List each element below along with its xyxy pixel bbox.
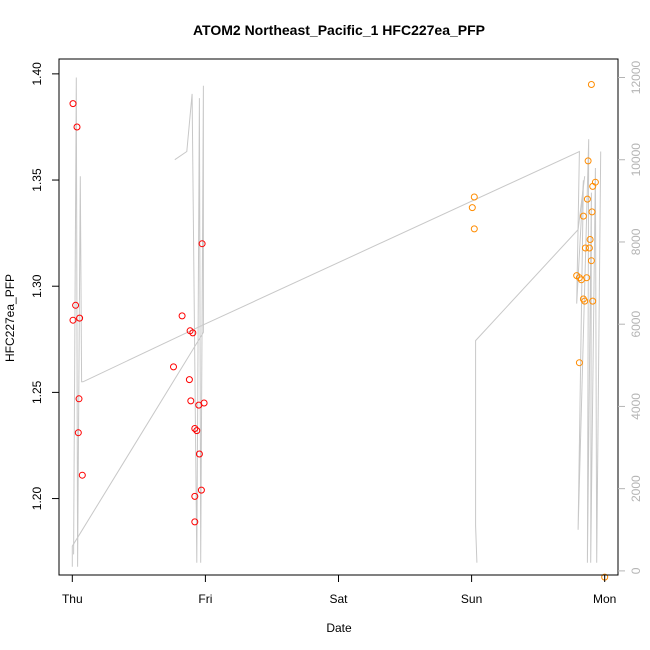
y2-tick-label: 6000 bbox=[629, 311, 643, 338]
series-1-point bbox=[189, 329, 197, 337]
series-1-point bbox=[73, 123, 81, 131]
series-2-point bbox=[587, 257, 595, 265]
series-1-point bbox=[187, 397, 195, 405]
series-1-point bbox=[69, 316, 77, 324]
x-tick-label: Thu bbox=[62, 592, 83, 606]
x-tick-label: Fri bbox=[198, 592, 212, 606]
series-2-point bbox=[586, 236, 594, 243]
series-1-point bbox=[74, 429, 82, 437]
series-1-point bbox=[197, 486, 205, 494]
series-2-point bbox=[575, 359, 583, 367]
series-2-point bbox=[587, 81, 595, 88]
y-tick-label: 1.35 bbox=[30, 168, 44, 192]
y-tick-label: 1.25 bbox=[30, 380, 44, 404]
y2-tick-label: 8000 bbox=[629, 228, 643, 255]
series-1-point bbox=[200, 399, 208, 407]
series-2-point bbox=[583, 195, 591, 203]
chart-title: ATOM2 Northeast_Pacific_1 HFC227ea_PFP bbox=[193, 22, 485, 38]
series-2-point bbox=[575, 274, 583, 282]
series-1-point bbox=[185, 376, 193, 384]
series-2-point bbox=[579, 212, 587, 220]
y-tick-label: 1.40 bbox=[30, 62, 44, 86]
y2-tick-label: 2000 bbox=[629, 475, 643, 502]
series-2-point bbox=[470, 193, 478, 201]
series-2-point bbox=[591, 178, 599, 186]
y2-tick-label: 12000 bbox=[629, 60, 643, 94]
data-points bbox=[69, 81, 609, 581]
series-1-point bbox=[191, 518, 199, 526]
altitude-line-3 bbox=[475, 176, 586, 563]
series-1-point bbox=[193, 427, 201, 435]
y-tick-label: 1.30 bbox=[30, 274, 44, 298]
series-1-point bbox=[75, 395, 83, 403]
x-axis-label: Date bbox=[326, 621, 352, 635]
x-axis: Thu Fri Sat Sun Mon bbox=[62, 574, 616, 606]
series-1-point bbox=[78, 471, 86, 479]
y-axis-label: HFC227ea_PFP bbox=[3, 274, 17, 362]
series-1-point bbox=[191, 425, 199, 432]
series-1-point bbox=[76, 314, 84, 322]
series-2-point bbox=[470, 225, 478, 233]
series-2-point bbox=[583, 274, 591, 282]
altitude-lines bbox=[71, 77, 602, 567]
series-2-point bbox=[589, 297, 597, 305]
x-tick-label: Mon bbox=[593, 592, 616, 606]
series-1-point bbox=[69, 100, 77, 108]
y-tick-label: 1.20 bbox=[30, 487, 44, 511]
series-2-point bbox=[468, 204, 476, 212]
series-1-point bbox=[178, 312, 186, 320]
y2-tick-label: 10000 bbox=[629, 143, 643, 177]
series-1-point bbox=[170, 363, 177, 371]
series-1-point bbox=[198, 240, 206, 248]
series-2-point bbox=[588, 208, 596, 216]
series-2-point bbox=[585, 244, 593, 252]
series-1-point bbox=[72, 301, 80, 309]
y2-tick-label: 4000 bbox=[629, 393, 643, 420]
y-axis-left: 1.20 1.25 1.30 1.35 1.40 bbox=[30, 62, 59, 510]
altitude-line-1 bbox=[73, 77, 602, 567]
series-1-point bbox=[195, 450, 203, 458]
x-tick-label: Sat bbox=[329, 592, 348, 606]
altitude-line-2 bbox=[71, 85, 204, 567]
series-2-point bbox=[581, 244, 589, 252]
series-1-point bbox=[191, 492, 199, 500]
y2-tick-label: 0 bbox=[629, 567, 643, 574]
x-tick-label: Sun bbox=[461, 592, 482, 606]
series-2-point bbox=[581, 297, 589, 305]
y-axis-right: 0 2000 4000 6000 8000 10000 12000 bbox=[618, 60, 643, 574]
series-2-point bbox=[584, 157, 592, 165]
